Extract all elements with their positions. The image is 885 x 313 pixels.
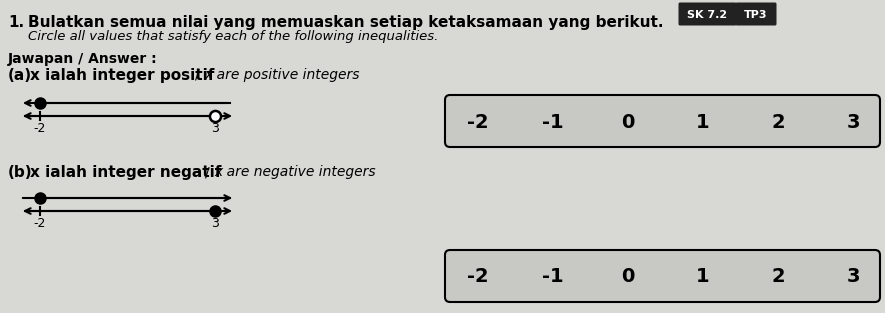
FancyBboxPatch shape: [445, 95, 880, 147]
Text: -2: -2: [467, 268, 489, 286]
Text: 3: 3: [211, 122, 219, 135]
Text: 3: 3: [846, 112, 859, 131]
FancyBboxPatch shape: [445, 250, 880, 302]
Text: x are positive integers: x are positive integers: [204, 68, 359, 82]
Text: Bulatkan semua nilai yang memuaskan setiap ketaksamaan yang berikut.: Bulatkan semua nilai yang memuaskan seti…: [28, 15, 664, 30]
Text: /: /: [195, 68, 204, 82]
Text: x ialah integer positif: x ialah integer positif: [30, 68, 214, 83]
Text: 1: 1: [696, 112, 710, 131]
FancyBboxPatch shape: [679, 3, 736, 25]
Text: (a): (a): [8, 68, 32, 83]
Text: 1.: 1.: [8, 15, 24, 30]
Text: 0: 0: [621, 268, 635, 286]
Text: 2: 2: [771, 268, 785, 286]
Text: Circle all values that satisfy each of the following inequalities.: Circle all values that satisfy each of t…: [28, 30, 438, 43]
Text: 1: 1: [696, 268, 710, 286]
Text: -2: -2: [34, 122, 46, 135]
Text: 3: 3: [846, 268, 859, 286]
Text: -2: -2: [34, 217, 46, 230]
FancyBboxPatch shape: [735, 3, 776, 25]
Text: -1: -1: [543, 268, 564, 286]
Text: -1: -1: [543, 112, 564, 131]
Text: 0: 0: [621, 112, 635, 131]
Text: Jawapan / Answer :: Jawapan / Answer :: [8, 52, 158, 66]
Text: TP3: TP3: [744, 9, 768, 19]
Text: SK 7.2: SK 7.2: [688, 9, 727, 19]
Text: /: /: [205, 165, 214, 179]
Text: x are negative integers: x are negative integers: [214, 165, 375, 179]
Text: 2: 2: [771, 112, 785, 131]
Text: x ialah integer negatif: x ialah integer negatif: [30, 165, 221, 180]
Text: (b): (b): [8, 165, 33, 180]
Text: -2: -2: [467, 112, 489, 131]
Text: 3: 3: [211, 217, 219, 230]
